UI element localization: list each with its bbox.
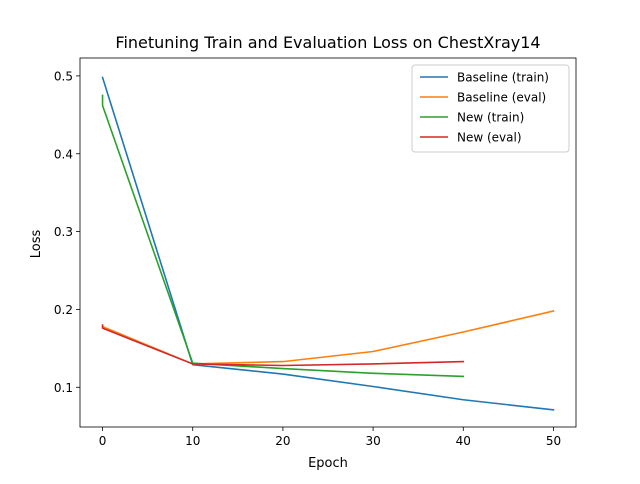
y-tick-label: 0.4 bbox=[54, 147, 73, 161]
axis-ticks: 0 10 20 30 40 50 0.1 0.2 0.3 0.4 0.5 bbox=[54, 69, 561, 448]
x-tick-label: 30 bbox=[365, 434, 380, 448]
x-tick-label: 40 bbox=[456, 434, 471, 448]
series-line-3 bbox=[101, 94, 465, 378]
legend-label-2: Baseline (eval) bbox=[457, 91, 546, 105]
y-tick-label: 0.3 bbox=[54, 225, 73, 239]
y-tick-label: 0.2 bbox=[54, 303, 73, 317]
x-tick-label: 20 bbox=[275, 434, 290, 448]
plot-area bbox=[79, 57, 577, 428]
x-axis-label: Epoch bbox=[308, 456, 348, 471]
y-tick-label: 0.5 bbox=[54, 69, 73, 83]
axes-frame bbox=[79, 57, 577, 428]
series-line-1 bbox=[101, 76, 555, 411]
legend-label-4: New (eval) bbox=[457, 131, 522, 145]
y-axis-label: Loss bbox=[29, 230, 44, 259]
chart-title: Finetuning Train and Evaluation Loss on … bbox=[115, 33, 540, 52]
legend-label-1: Baseline (train) bbox=[457, 71, 549, 85]
x-tick-label: 0 bbox=[99, 434, 107, 448]
legend-box bbox=[411, 64, 570, 153]
y-tick-label: 0.1 bbox=[54, 381, 73, 395]
x-tick-label: 50 bbox=[546, 434, 561, 448]
legend: Baseline (train) Baseline (eval) New (trai… bbox=[411, 64, 570, 153]
series-line-4 bbox=[101, 324, 465, 367]
x-tick-label: 10 bbox=[185, 434, 200, 448]
legend-label-3: New (train) bbox=[457, 111, 524, 125]
